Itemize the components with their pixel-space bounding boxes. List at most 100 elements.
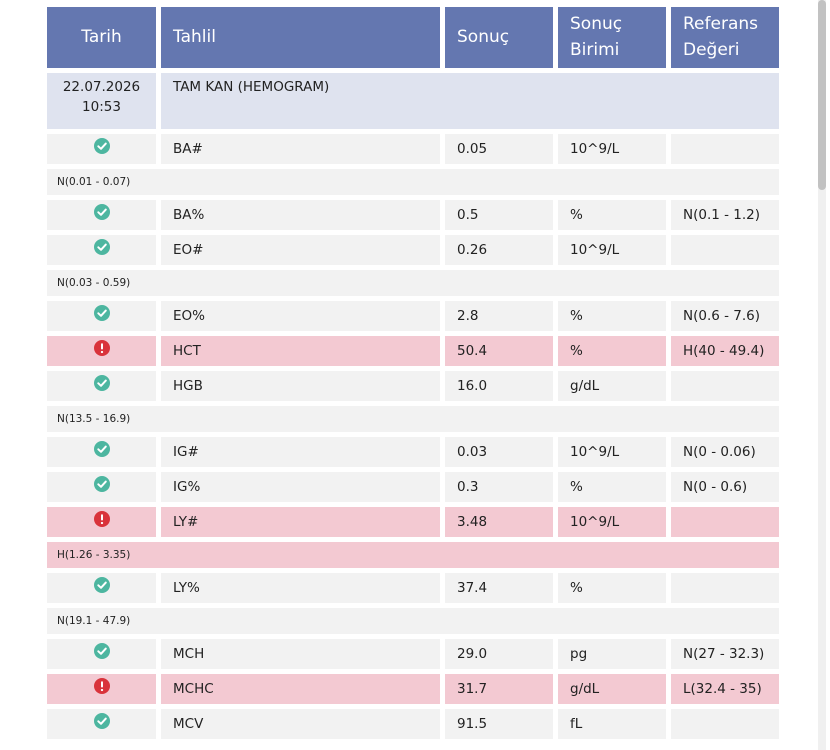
result-value: 0.03: [445, 437, 553, 467]
alert-icon: [93, 511, 110, 527]
test-name: EO%: [161, 301, 440, 331]
reference-value: N(0 - 0.06): [671, 437, 779, 467]
test-name: BA#: [161, 134, 440, 164]
reference-value: N(27 - 32.3): [671, 639, 779, 669]
reference-value: [671, 709, 779, 739]
reference-value: L(32.4 - 35): [671, 674, 779, 704]
reference-value: N(0.1 - 1.2): [671, 200, 779, 230]
test-name: IG%: [161, 472, 440, 502]
result-unit: pg: [558, 639, 666, 669]
ok-icon: [93, 643, 110, 659]
status-cell: [47, 134, 156, 164]
result-unit: fL: [558, 709, 666, 739]
test-name: BA%: [161, 200, 440, 230]
status-cell: [47, 235, 156, 265]
header-row: Tarih Tahlil Sonuç Sonuç Birimi Referans Değ…: [47, 7, 779, 68]
test-name: LY%: [161, 573, 440, 603]
result-value: 3.48: [445, 507, 553, 537]
result-unit: 10^9/L: [558, 235, 666, 265]
status-cell: [47, 674, 156, 704]
result-unit: 10^9/L: [558, 134, 666, 164]
alert-icon: [93, 340, 110, 356]
reference-value: [671, 371, 779, 401]
reference-note: H(1.26 - 3.35): [47, 542, 779, 568]
result-value: 50.4: [445, 336, 553, 366]
status-cell: [47, 301, 156, 331]
test-name: EO#: [161, 235, 440, 265]
test-name: HGB: [161, 371, 440, 401]
test-name: HCT: [161, 336, 440, 366]
column-header: Tarih: [47, 7, 156, 68]
result-row: MCH 29.0 pg N(27 - 32.3): [47, 639, 779, 669]
result-value: 2.8: [445, 301, 553, 331]
reference-row: H(1.26 - 3.35): [47, 542, 779, 568]
reference-value: H(40 - 49.4): [671, 336, 779, 366]
ok-icon: [93, 476, 110, 492]
status-cell: [47, 472, 156, 502]
ok-icon: [93, 441, 110, 457]
status-cell: [47, 639, 156, 669]
ok-icon: [93, 305, 110, 321]
ok-icon: [93, 375, 110, 391]
status-cell: [47, 200, 156, 230]
status-cell: [47, 709, 156, 739]
reference-value: [671, 235, 779, 265]
status-cell: [47, 507, 156, 537]
results-table: Tarih Tahlil Sonuç Sonuç Birimi Referans Değ…: [42, 2, 784, 744]
test-name: IG#: [161, 437, 440, 467]
ok-icon: [93, 713, 110, 729]
result-row: IG% 0.3% N(0 - 0.6): [47, 472, 779, 502]
result-value: 0.5: [445, 200, 553, 230]
result-value: 0.26: [445, 235, 553, 265]
result-row: EO% 2.8% N(0.6 - 7.6): [47, 301, 779, 331]
status-cell: [47, 437, 156, 467]
column-header: Referans Değeri: [671, 7, 779, 68]
reference-row: N(0.01 - 0.07): [47, 169, 779, 195]
column-header: Sonuç Birimi: [558, 7, 666, 68]
result-value: 0.3: [445, 472, 553, 502]
test-name: MCV: [161, 709, 440, 739]
status-cell: [47, 371, 156, 401]
ok-icon: [93, 204, 110, 220]
scrollbar[interactable]: [818, 0, 826, 750]
result-value: 37.4: [445, 573, 553, 603]
reference-value: N(0.6 - 7.6): [671, 301, 779, 331]
column-header: Tahlil: [161, 7, 440, 68]
reference-value: [671, 507, 779, 537]
time: 10:53: [82, 99, 121, 116]
reference-value: [671, 573, 779, 603]
reference-note: N(13.5 - 16.9): [47, 406, 779, 432]
test-name: MCHC: [161, 674, 440, 704]
result-unit: %: [558, 336, 666, 366]
reference-note: N(0.03 - 0.59): [47, 270, 779, 296]
result-row: MCHC 31.7 g/dL L(32.4 - 35): [47, 674, 779, 704]
result-row: LY# 3.48 10^9/L: [47, 507, 779, 537]
result-value: 91.5: [445, 709, 553, 739]
column-header: Sonuç: [445, 7, 553, 68]
result-row: LY% 37.4%: [47, 573, 779, 603]
table-body: 22.07.2026 10:53 TAM KAN (HEMOGRAM) BA# 0.…: [47, 73, 779, 739]
ok-icon: [93, 577, 110, 593]
alert-icon: [93, 678, 110, 694]
result-row: HCT 50.4% H(40 - 49.4): [47, 336, 779, 366]
result-unit: %: [558, 301, 666, 331]
result-value: 31.7: [445, 674, 553, 704]
test-name: MCH: [161, 639, 440, 669]
date-cell: 22.07.2026 10:53: [47, 73, 156, 129]
result-unit: %: [558, 200, 666, 230]
result-row: IG# 0.03 10^9/L N(0 - 0.06): [47, 437, 779, 467]
status-cell: [47, 336, 156, 366]
result-unit: g/dL: [558, 371, 666, 401]
result-unit: g/dL: [558, 674, 666, 704]
result-unit: 10^9/L: [558, 507, 666, 537]
group-title: TAM KAN (HEMOGRAM): [161, 73, 779, 129]
group-row: 22.07.2026 10:53 TAM KAN (HEMOGRAM): [47, 73, 779, 129]
reference-row: N(0.03 - 0.59): [47, 270, 779, 296]
scrollbar-thumb[interactable]: [818, 0, 826, 190]
date: 22.07.2026: [62, 79, 141, 95]
result-value: 0.05: [445, 134, 553, 164]
reference-row: N(19.1 - 47.9): [47, 608, 779, 634]
result-unit: %: [558, 573, 666, 603]
ok-icon: [93, 239, 110, 255]
